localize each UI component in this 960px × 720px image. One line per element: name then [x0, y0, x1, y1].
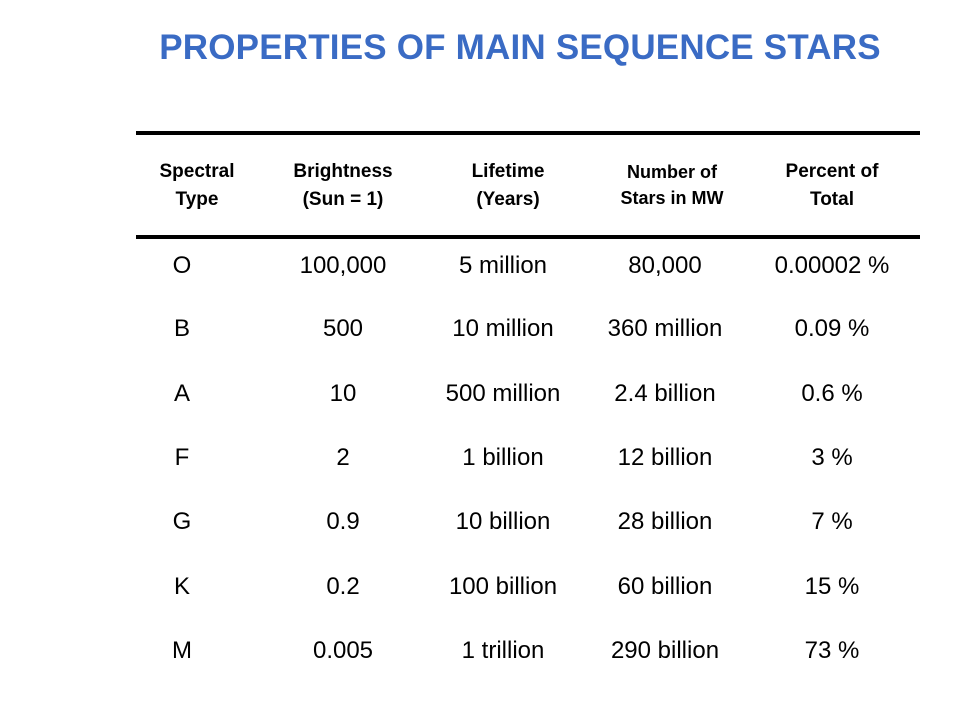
cell-spectral-type: F	[174, 444, 190, 471]
cell-brightness: 0.2	[326, 573, 360, 600]
cell-percent-of-total: 0.00002 %	[774, 252, 890, 279]
cell-spectral-type: K	[173, 573, 190, 600]
cell-number-of-stars: 60 billion	[617, 573, 713, 600]
cell-brightness: 10	[329, 380, 357, 407]
cell-percent-of-total: 15 %	[804, 573, 860, 600]
cell-number-of-stars: 290 billion	[610, 637, 720, 664]
cell-lifetime: 10 billion	[455, 508, 551, 535]
cell-number-of-stars: 2.4 billion	[614, 380, 716, 407]
header-spectral-type: Spectral Type	[159, 161, 235, 210]
cell-number-of-stars: 28 billion	[617, 508, 713, 535]
cell-spectral-type: A	[173, 380, 190, 407]
cell-lifetime: 10 million	[452, 315, 554, 342]
cell-number-of-stars: 80,000	[628, 252, 702, 279]
cell-percent-of-total: 0.09 %	[794, 315, 870, 342]
cell-spectral-type: B	[173, 315, 190, 342]
cell-spectral-type: O	[172, 252, 192, 279]
cell-lifetime: 100 billion	[448, 573, 558, 600]
cell-brightness: 2	[336, 444, 350, 471]
table-top-rule	[136, 131, 920, 135]
cell-lifetime: 1 trillion	[461, 637, 545, 664]
cell-number-of-stars: 12 billion	[617, 444, 713, 471]
cell-brightness: 0.005	[312, 637, 374, 664]
cell-percent-of-total: 73 %	[804, 637, 860, 664]
cell-brightness: 100,000	[299, 252, 387, 279]
table-header-rule	[136, 235, 920, 239]
page-title: PROPERTIES OF MAIN SEQUENCE STARS	[159, 28, 881, 67]
cell-brightness: 500	[322, 315, 364, 342]
cell-percent-of-total: 0.6 %	[801, 380, 863, 407]
cell-lifetime: 500 million	[445, 380, 561, 407]
cell-percent-of-total: 7 %	[811, 508, 853, 535]
cell-lifetime: 5 million	[458, 252, 548, 279]
cell-number-of-stars: 360 million	[607, 315, 723, 342]
cell-brightness: 0.9	[326, 508, 360, 535]
cell-percent-of-total: 3 %	[811, 444, 853, 471]
header-number-of-stars: Number of Stars in MW	[620, 162, 724, 208]
header-brightness: Brightness (Sun = 1)	[293, 161, 393, 210]
cell-lifetime: 1 billion	[462, 444, 544, 471]
cell-spectral-type: G	[172, 508, 192, 535]
cell-spectral-type: M	[172, 637, 192, 664]
header-lifetime: Lifetime (Years)	[471, 161, 545, 210]
header-percent-of-total: Percent of Total	[785, 161, 879, 210]
